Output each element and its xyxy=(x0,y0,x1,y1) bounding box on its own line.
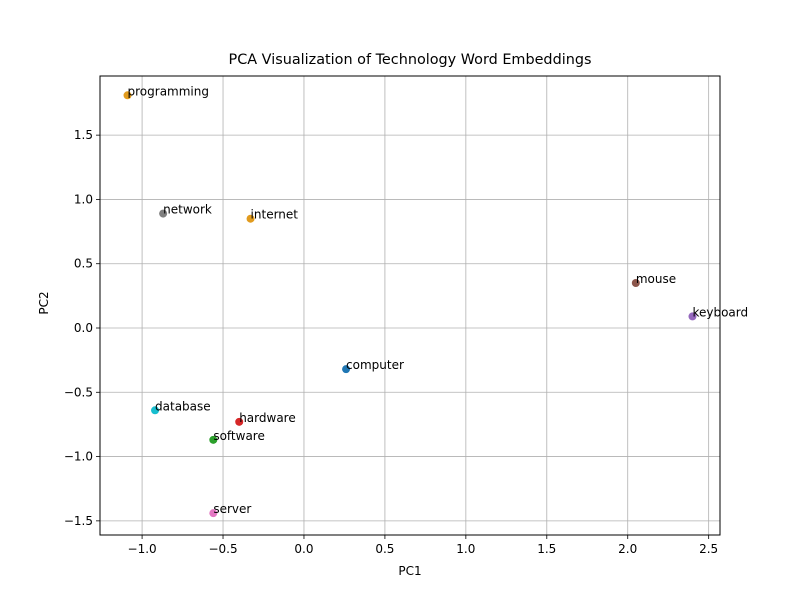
plot-frame xyxy=(99,75,721,536)
data-point-programming xyxy=(123,91,132,100)
y-tick-label: −1.5 xyxy=(64,514,93,528)
point-label-hardware: hardware xyxy=(239,411,296,425)
x-axis-label: PC1 xyxy=(398,564,421,578)
point-label-internet: internet xyxy=(251,208,299,222)
point-label-server: server xyxy=(213,502,251,516)
data-points xyxy=(123,91,697,518)
data-point-database xyxy=(151,406,160,415)
point-label-network: network xyxy=(163,203,212,217)
data-point-computer xyxy=(342,365,351,374)
x-tick-label: 0.5 xyxy=(375,542,394,556)
data-point-keyboard xyxy=(688,312,697,321)
data-point-network xyxy=(159,209,168,218)
chart-title: PCA Visualization of Technology Word Emb… xyxy=(229,52,592,68)
x-tick-label: 2.0 xyxy=(618,542,637,556)
x-tick-label: −1.0 xyxy=(128,542,157,556)
y-tick-label: 1.0 xyxy=(74,192,93,206)
y-tick-label: 0.5 xyxy=(74,257,93,271)
x-tick-label: 2.5 xyxy=(699,542,718,556)
y-axis-label: PC2 xyxy=(37,291,51,314)
y-tick-label: −1.0 xyxy=(64,450,93,464)
y-axis-ticks: −1.5 −1.0 −0.5 0.0 0.5 1.0 1.5 xyxy=(64,128,100,528)
y-tick-label: 1.5 xyxy=(74,128,93,142)
x-tick-label: −0.5 xyxy=(208,542,237,556)
point-label-mouse: mouse xyxy=(636,272,676,286)
data-point-hardware xyxy=(235,417,244,426)
x-tick-label: 1.5 xyxy=(537,542,556,556)
data-point-internet xyxy=(246,214,255,223)
data-point-mouse xyxy=(631,279,640,287)
point-labels: computerinternetsoftwarehardwarekeyboard… xyxy=(128,84,749,516)
data-point-software xyxy=(209,435,218,444)
point-label-programming: programming xyxy=(128,84,209,98)
point-label-database: database xyxy=(155,399,211,413)
point-label-computer: computer xyxy=(346,358,404,372)
y-tick-label: −0.5 xyxy=(64,385,93,399)
x-axis-ticks: −1.0 −0.5 0.0 0.5 1.0 1.5 2.0 2.5 xyxy=(128,535,718,556)
point-label-software: software xyxy=(213,429,265,443)
grid-lines xyxy=(100,76,720,535)
x-tick-label: 0.0 xyxy=(294,542,313,556)
data-point-server xyxy=(209,509,218,518)
y-tick-label: 0.0 xyxy=(74,321,93,335)
x-tick-label: 1.0 xyxy=(456,542,475,556)
